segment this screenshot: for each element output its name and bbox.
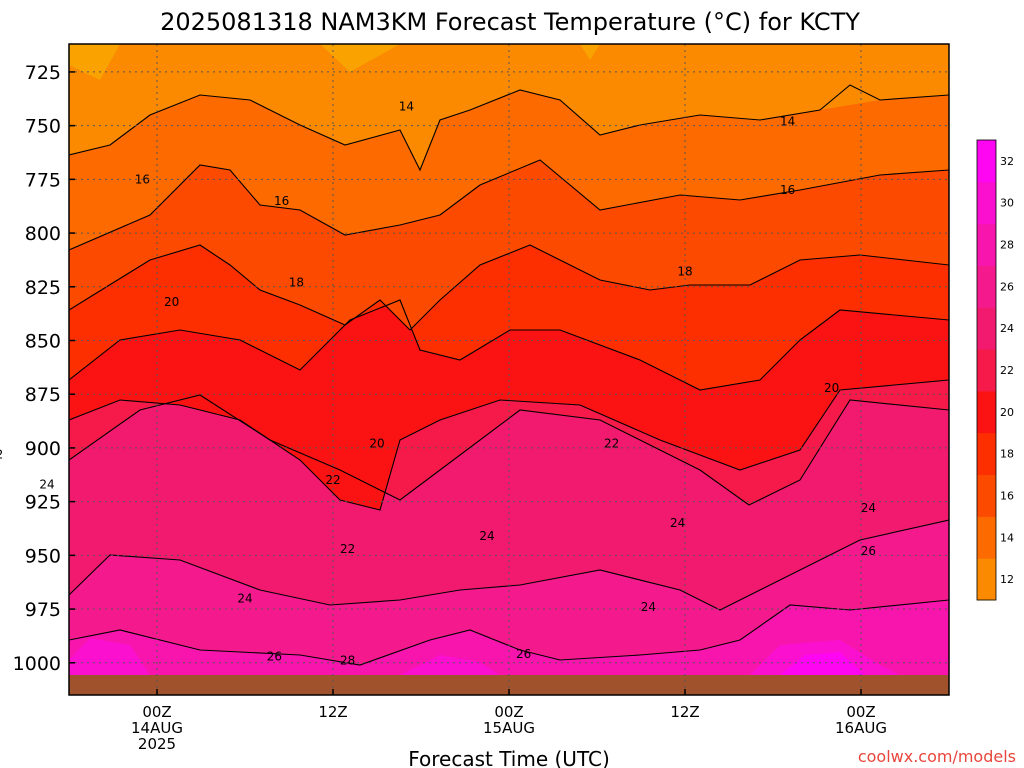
contour-20: [69, 299, 949, 391]
colorbar-swatch: [977, 223, 996, 266]
contour-label: 26: [516, 647, 531, 661]
band-22: [69, 380, 949, 510]
colorbar-frame: [976, 139, 997, 601]
contour-label: 14: [780, 114, 795, 128]
x-tick-label: 2025: [138, 735, 176, 753]
colorbar-tick-label: 24: [1000, 322, 1014, 335]
band-28: [69, 600, 949, 695]
chart-title: 2025081318 NAM3KM Forecast Temperature (…: [160, 8, 860, 36]
contour-label: 24: [479, 529, 494, 543]
y-tick-label: 750: [25, 116, 61, 138]
contour-label: 16: [780, 183, 795, 197]
colorbar-tick-label: 32: [1000, 155, 1014, 168]
contour-22: [69, 379, 949, 511]
contour-label: 24: [237, 591, 252, 605]
y-tick-label: 925: [25, 492, 61, 514]
y-tick-label: 975: [25, 599, 61, 621]
contour-label: 28: [340, 654, 355, 668]
contour-14: [69, 84, 949, 172]
x-tick-label: 00Z: [142, 703, 171, 721]
contour-label: 22: [325, 473, 340, 487]
contour-label: 26: [267, 649, 282, 663]
contour-label: 20: [164, 295, 179, 309]
y-tick-label: 1000: [13, 653, 61, 675]
colorbar-tick-label: 26: [1000, 280, 1014, 293]
colorbar-tick-label: 12: [1000, 573, 1014, 586]
contour-label: 22: [0, 447, 3, 461]
contour-24: [69, 394, 949, 506]
contour-16: [69, 159, 949, 251]
colorbar-swatch: [977, 140, 996, 183]
contour-labels: 1414161616161818202020222222222424242424…: [0, 99, 876, 667]
band-32: [780, 652, 865, 675]
colorbar-swatch: [977, 474, 996, 517]
y-tick-label: 900: [25, 438, 61, 460]
contour-label: 20: [369, 437, 384, 451]
credit-text: coolwx.com/models: [858, 747, 1016, 766]
colorbar-swatch: [977, 390, 996, 434]
colorbar: 12 14 16 18 20 22 24 26 28 30 32: [976, 139, 1014, 601]
x-tick-label: 00Z: [846, 703, 875, 721]
colorbar-swatch: [977, 181, 996, 225]
colorbar-tick-label: 20: [1000, 406, 1014, 419]
contour-label: 22: [340, 542, 355, 556]
contour-label: 18: [289, 275, 304, 289]
colorbar-swatch: [977, 307, 996, 350]
colorbar-swatch: [977, 516, 996, 559]
colorbar-tick-label: 22: [1000, 364, 1014, 377]
contour-lines: [69, 84, 949, 666]
contour-26: [69, 519, 949, 611]
colorbar-swatch: [977, 432, 996, 476]
x-tick-label: 00Z: [494, 703, 523, 721]
y-tick-label: 875: [25, 384, 61, 406]
temperature-field: [69, 44, 949, 695]
x-tick-label: 14AUG: [131, 719, 183, 737]
contour-label: 20: [824, 381, 839, 395]
colorbar-swatch: [977, 265, 996, 308]
contour-18: [69, 244, 949, 331]
colorbar-tick-label: 16: [1000, 489, 1014, 502]
contour-28: [69, 599, 949, 666]
contour-label: 22: [604, 437, 619, 451]
contour-label: 18: [677, 265, 692, 279]
x-tick-label: 12Z: [318, 703, 347, 721]
y-tick-label: 725: [25, 62, 61, 84]
contour-label: 24: [670, 516, 685, 530]
colorbar-swatch: [977, 558, 996, 601]
y-tick-label: 775: [25, 169, 61, 191]
y-tick-label: 800: [25, 223, 61, 245]
x-tick-label: 15AUG: [483, 719, 535, 737]
y-tick-label: 950: [25, 545, 61, 567]
ground-surface: [69, 675, 949, 695]
y-axis: 725 750 775 800 825 850 875 900 925 950 975 1000: [13, 62, 75, 675]
x-tick-label: 16AUG: [835, 719, 887, 737]
colorbar-tick-label: 30: [1000, 197, 1014, 210]
colorbar-tick-label: 14: [1000, 531, 1014, 544]
band-12-region: [69, 44, 949, 170]
colorbar-tick-label: 18: [1000, 448, 1014, 461]
y-tick-label: 850: [25, 330, 61, 352]
contour-label: 16: [274, 194, 289, 208]
y-tick-label: 825: [25, 277, 61, 299]
x-tick-label: 12Z: [670, 703, 699, 721]
colorbar-tick-label: 28: [1000, 239, 1014, 252]
x-axis-label: Forecast Time (UTC): [408, 747, 610, 768]
contour-label: 24: [861, 501, 876, 515]
contour-label: 14: [399, 99, 414, 113]
contour-label: 24: [641, 600, 656, 614]
grid-lines: [69, 44, 949, 695]
contour-label: 26: [861, 544, 876, 558]
contour-label: 24: [39, 477, 54, 491]
colorbar-swatch: [977, 349, 996, 392]
